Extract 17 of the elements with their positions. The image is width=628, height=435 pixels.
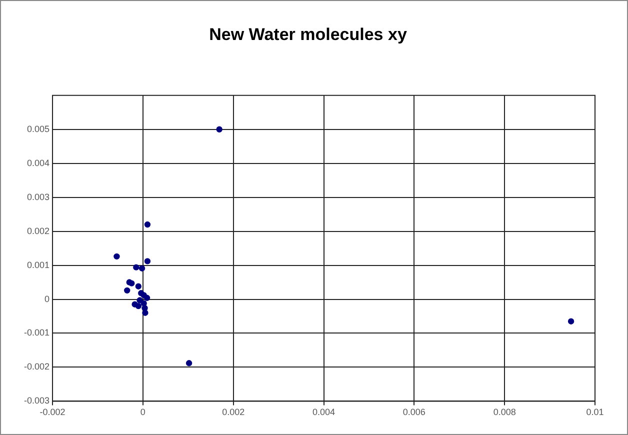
y-tick-label: 0.002 <box>26 226 50 236</box>
x-tick-label: -0.002 <box>40 407 66 418</box>
y-tick-label: -0.003 <box>24 396 50 406</box>
chart-title: New Water molecules xy <box>209 24 408 44</box>
y-tick-label: 0.005 <box>26 124 50 134</box>
x-tick-label: 0.01 <box>586 407 604 418</box>
y-tick-label: 0.003 <box>26 192 50 202</box>
y-tick-label: -0.001 <box>24 328 50 338</box>
x-tick-label: 0.002 <box>222 407 245 418</box>
x-tick-label: 0 <box>140 407 146 418</box>
y-tick-label: -0.002 <box>24 362 50 372</box>
y-tick-label: 0.001 <box>26 260 50 270</box>
x-tick-label: 0.008 <box>493 407 516 418</box>
y-tick-label: 0 <box>44 294 50 304</box>
y-tick-label: 0.004 <box>26 158 50 168</box>
x-tick-label: 0.006 <box>402 407 426 418</box>
x-tick-label: 0.004 <box>312 407 336 418</box>
